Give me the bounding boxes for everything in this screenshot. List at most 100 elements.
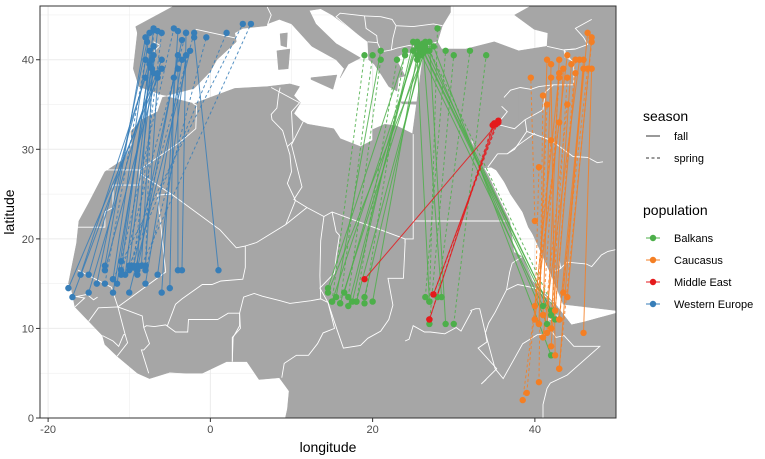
track-western-europe-fall [161, 31, 179, 293]
track-point-caucasus [556, 56, 563, 63]
country-border [266, 6, 272, 26]
track-point-balkans [426, 47, 433, 54]
track-point-caucasus [556, 365, 563, 372]
track-caucasus-spring [558, 68, 589, 320]
track-point-balkans [361, 293, 368, 301]
track-point-western-europe [150, 43, 157, 50]
track-balkans-fall [424, 48, 556, 320]
track-point-western-europe [150, 25, 157, 32]
track-balkans-spring [453, 55, 487, 325]
legend-population-label: Balkans [674, 233, 714, 245]
track-caucasus-fall [583, 68, 593, 333]
track-middle-east-spring [432, 120, 499, 295]
country-border [499, 119, 526, 130]
track-point-western-europe [215, 267, 222, 274]
x-axis-title: longitude [300, 439, 357, 455]
track-point-western-europe [126, 262, 133, 269]
track-point-western-europe [146, 29, 153, 37]
track-western-europe-spring [136, 23, 252, 275]
track-caucasus-spring [522, 122, 560, 401]
track-western-europe-spring [144, 28, 155, 266]
track-point-caucasus [527, 74, 535, 81]
track-point-western-europe [101, 262, 109, 269]
track-balkans-spring [437, 50, 471, 298]
track-western-europe-fall [140, 55, 155, 266]
track-point-caucasus [543, 329, 551, 337]
track-point-caucasus [588, 38, 595, 46]
track-caucasus-fall [550, 64, 572, 347]
track-point-caucasus [580, 329, 587, 337]
track-point-caucasus [580, 56, 587, 63]
legend-population-dot [649, 256, 657, 264]
track-caucasus-fall [534, 73, 560, 307]
track-middle-east-spring [428, 124, 494, 320]
track-point-middle-east [430, 291, 437, 298]
track-point-caucasus [547, 74, 555, 81]
track-point-balkans [369, 298, 376, 305]
country-border [140, 327, 151, 374]
track-point-caucasus [568, 61, 575, 68]
track-point-western-europe [142, 56, 149, 63]
track-point-caucasus [560, 65, 567, 72]
track-point-caucasus [564, 52, 571, 59]
track-point-caucasus [539, 92, 547, 99]
track-point-balkans [401, 52, 409, 59]
track-balkans-spring [424, 50, 447, 298]
track-caucasus-spring [538, 95, 544, 383]
y-tick-label: 10 [22, 323, 34, 335]
track-point-western-europe [117, 271, 125, 278]
track-point-caucasus [535, 164, 543, 171]
track-point-balkans [420, 49, 427, 56]
track-western-europe-spring [144, 37, 207, 271]
track-point-balkans [466, 47, 474, 54]
track-point-western-europe [77, 271, 84, 278]
track-point-balkans [422, 293, 429, 301]
land-sardinia [276, 48, 291, 70]
track-caucasus-spring [554, 59, 576, 311]
track-caucasus-spring [526, 140, 552, 393]
track-point-western-europe [178, 56, 186, 63]
track-balkans-spring [331, 55, 366, 302]
track-point-balkans [345, 302, 352, 310]
track-point-balkans [361, 52, 368, 59]
track-point-caucasus [584, 29, 591, 37]
track-point-middle-east [361, 275, 368, 283]
track-point-balkans [442, 47, 449, 54]
legend: season fall spring population Balkans Caucasu… [643, 108, 753, 311]
track-point-balkans [377, 56, 384, 63]
land-corsica [279, 32, 288, 48]
track-western-europe-fall [169, 77, 175, 289]
track-point-western-europe [247, 20, 255, 28]
track-point-western-europe [239, 20, 247, 28]
track-point-western-europe [203, 34, 210, 41]
track-point-western-europe [190, 29, 198, 37]
track-point-middle-east [426, 316, 433, 323]
track-point-western-europe [178, 36, 186, 44]
track-balkans-fall [327, 55, 406, 289]
country-border [487, 153, 498, 168]
track-point-western-europe [158, 56, 165, 63]
track-balkans-spring [428, 28, 439, 302]
country-border [88, 306, 118, 322]
country-border [506, 284, 555, 307]
track-point-caucasus [564, 293, 571, 301]
track-balkans-fall [416, 59, 430, 302]
track-point-western-europe [186, 47, 194, 54]
track-point-western-europe [143, 38, 151, 46]
track-western-europe-spring [120, 28, 175, 262]
track-point-western-europe [182, 52, 190, 59]
y-tick-label: 40 [22, 55, 34, 67]
track-point-caucasus [551, 307, 559, 314]
legend-population-dot [649, 234, 657, 242]
track-point-caucasus [547, 61, 555, 68]
track-point-balkans [430, 43, 437, 50]
track-caucasus-spring [538, 104, 548, 324]
track-caucasus-spring [542, 77, 560, 316]
track-point-caucasus [519, 396, 526, 404]
land-sicily [310, 74, 338, 90]
track-point-caucasus [556, 316, 563, 323]
track-point-balkans [369, 52, 376, 59]
track-balkans-spring [424, 41, 560, 320]
track-western-europe-fall [193, 37, 219, 271]
